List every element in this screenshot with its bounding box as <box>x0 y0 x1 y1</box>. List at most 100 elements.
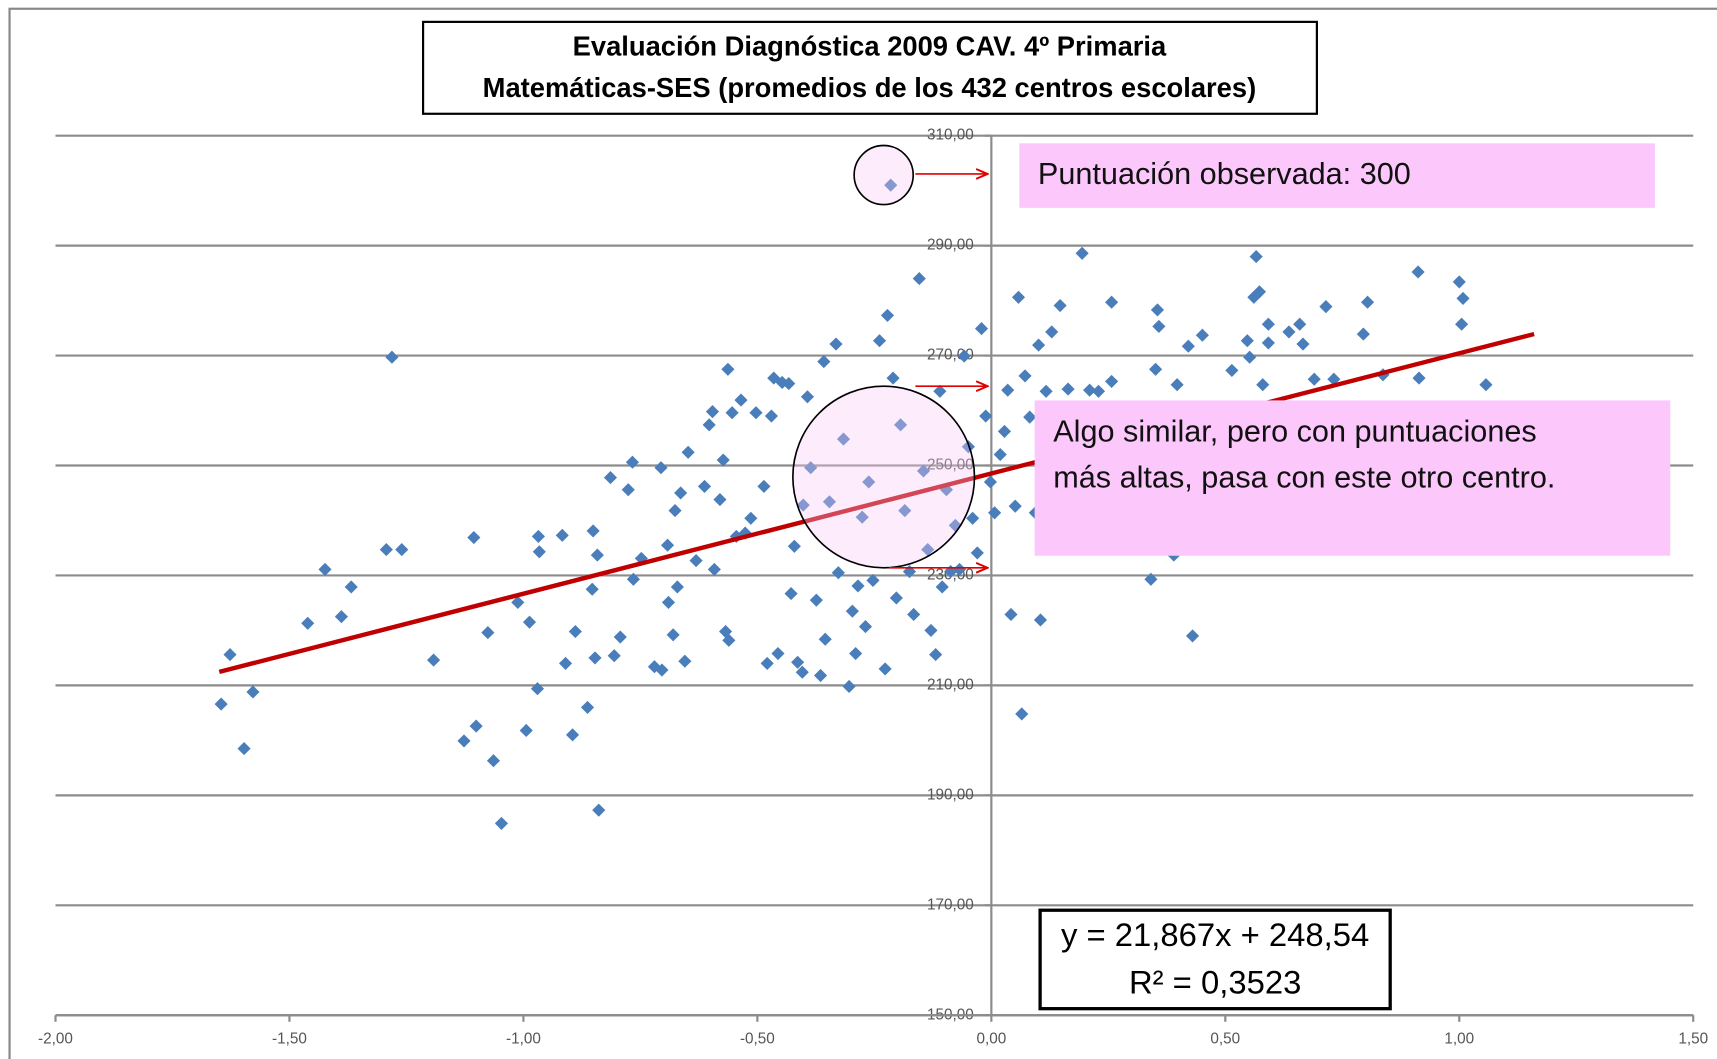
point <box>898 504 912 518</box>
point <box>842 679 856 694</box>
point <box>379 543 393 557</box>
point <box>530 682 545 696</box>
point <box>818 632 832 646</box>
point <box>916 464 931 478</box>
point <box>668 504 682 518</box>
point <box>1455 317 1469 331</box>
overlays: Puntuación observada: 300 Algo similar, … <box>421 20 1671 1011</box>
point <box>935 580 949 594</box>
point <box>1360 295 1375 309</box>
point <box>1479 378 1493 392</box>
point <box>661 595 676 609</box>
point <box>1004 607 1018 622</box>
point <box>858 620 873 634</box>
point <box>681 445 695 459</box>
point <box>565 728 580 742</box>
point <box>558 656 573 670</box>
point <box>586 524 600 538</box>
point <box>457 734 471 748</box>
highlight-circle <box>853 144 915 206</box>
highlight-circle <box>792 385 976 569</box>
point <box>787 539 801 553</box>
point <box>804 461 818 475</box>
point <box>983 475 997 489</box>
point <box>1412 371 1426 385</box>
point <box>795 665 809 679</box>
y-tick-label: 210,00 <box>927 676 974 693</box>
y-tick-label: 250,00 <box>927 457 974 474</box>
point <box>907 607 921 622</box>
annotation-box <box>1019 143 1655 208</box>
point <box>689 554 703 568</box>
point <box>961 440 975 454</box>
point <box>607 649 621 663</box>
point <box>707 562 721 576</box>
title-box <box>421 20 1318 115</box>
point <box>301 616 315 630</box>
point <box>784 587 798 601</box>
annotation: Puntuación observada: 300 <box>1038 157 1411 191</box>
equation: y = 21,867x + 248,54 <box>1061 916 1369 953</box>
point <box>912 272 926 286</box>
point <box>760 656 774 670</box>
point <box>1452 275 1466 289</box>
point <box>660 538 675 552</box>
point <box>1293 317 1307 331</box>
point <box>318 562 332 576</box>
point <box>800 390 815 404</box>
y-tick-label: 170,00 <box>927 896 974 913</box>
point <box>1456 291 1470 305</box>
point <box>1039 384 1053 398</box>
point <box>585 582 599 596</box>
r-squared: R² = 0,3523 <box>1129 963 1301 1000</box>
point <box>782 377 796 391</box>
point <box>511 595 525 609</box>
point <box>1061 382 1075 396</box>
point <box>757 479 771 493</box>
point <box>603 471 618 485</box>
point <box>522 615 537 629</box>
point <box>469 719 483 733</box>
point <box>1185 629 1200 643</box>
point <box>866 573 880 587</box>
y-tick-label: 290,00 <box>927 237 974 254</box>
point <box>993 447 1007 462</box>
x-tick-label: -1,00 <box>506 1030 541 1047</box>
point <box>862 475 876 489</box>
annotation: más altas, pasa con este otro centro. <box>1053 460 1555 494</box>
point <box>716 453 730 467</box>
annotation-box <box>1034 400 1671 556</box>
x-tick-label: 1,50 <box>1678 1030 1708 1047</box>
point <box>970 546 984 560</box>
annotation: Algo similar, pero con puntuaciones <box>1053 414 1536 448</box>
point <box>246 685 260 699</box>
x-tick-label: 0,00 <box>976 1030 1006 1047</box>
point <box>921 543 935 557</box>
point <box>674 486 688 500</box>
point <box>722 633 736 647</box>
point <box>822 495 837 509</box>
chart-title: Evaluación Diagnóstica 2009 CAV. 4º Prim… <box>573 30 1167 61</box>
point <box>344 580 358 594</box>
point <box>568 624 582 639</box>
point <box>1170 378 1184 392</box>
point <box>1011 290 1026 304</box>
point <box>749 406 763 420</box>
point <box>613 630 627 644</box>
point <box>948 518 962 532</box>
point <box>467 530 481 545</box>
point <box>744 511 758 525</box>
point <box>849 646 863 661</box>
point <box>878 662 892 676</box>
point <box>831 566 845 580</box>
point <box>880 308 895 322</box>
point <box>966 511 980 525</box>
point <box>1033 613 1048 627</box>
point <box>223 648 237 662</box>
point <box>531 529 545 543</box>
point <box>666 628 680 642</box>
point <box>721 362 735 376</box>
point <box>1261 317 1275 331</box>
point <box>924 623 938 637</box>
